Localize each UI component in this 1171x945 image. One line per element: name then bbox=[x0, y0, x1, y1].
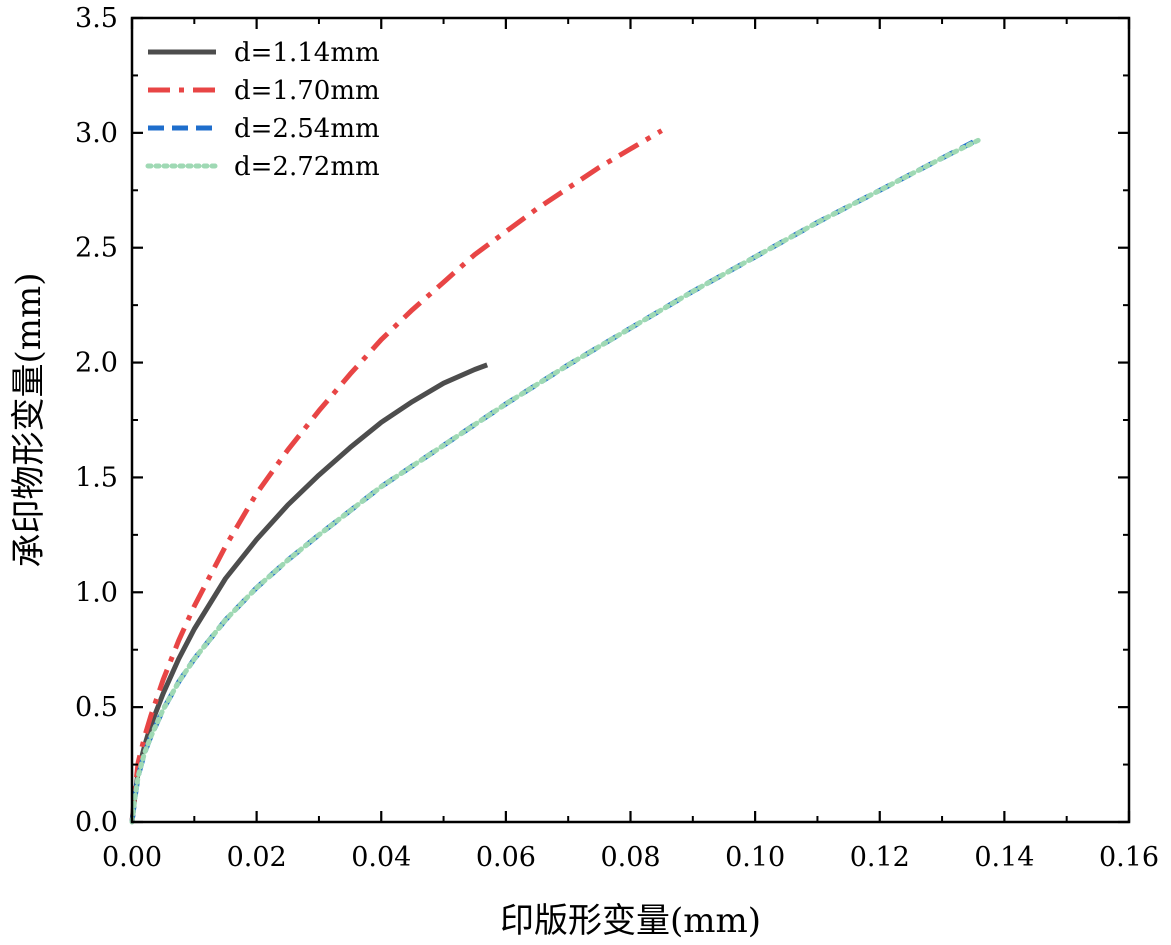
y-tick-label: 1.0 bbox=[75, 577, 118, 608]
series-line-2 bbox=[129, 128, 663, 823]
x-tick-label: 0.08 bbox=[600, 842, 660, 873]
legend: d=1.14mm d=1.70mm d=2.54mm d=2.72mm bbox=[145, 38, 380, 182]
legend-label-4: d=2.72mm bbox=[234, 152, 380, 182]
series-line-3 bbox=[129, 139, 975, 823]
x-tick-label: 0.16 bbox=[1099, 842, 1159, 873]
y-tick-label: 0.5 bbox=[75, 692, 118, 723]
x-tick-label: 0.10 bbox=[725, 842, 785, 873]
series-layer bbox=[129, 128, 982, 825]
ticks-layer: 0.00 0.02 0.04 0.06 0.08 0.10 0.12 0.14 0.16 0.0 0… bbox=[75, 3, 1159, 873]
x-tick-label: 0.00 bbox=[102, 842, 162, 873]
x-axis-label: 印版形变量(mm) bbox=[500, 901, 761, 941]
x-tick-label: 0.06 bbox=[476, 842, 536, 873]
series-line-1 bbox=[129, 362, 489, 823]
y-tick-label: 2.0 bbox=[75, 348, 118, 379]
y-tick-label: 3.5 bbox=[75, 3, 118, 34]
legend-label-3: d=2.54mm bbox=[234, 114, 380, 144]
x-tick-label: 0.12 bbox=[850, 842, 910, 873]
legend-label-1: d=1.14mm bbox=[234, 38, 380, 68]
x-tick-label: 0.14 bbox=[974, 842, 1034, 873]
y-axis-label: 承印物形变量(mm) bbox=[9, 272, 49, 567]
y-tick-label: 1.5 bbox=[75, 462, 118, 493]
y-tick-label: 2.5 bbox=[75, 233, 118, 264]
y-tick-label: 3.0 bbox=[75, 118, 118, 149]
x-tick-label: 0.04 bbox=[351, 842, 411, 873]
series-line-4 bbox=[129, 137, 982, 825]
x-tick-label: 0.02 bbox=[227, 842, 287, 873]
y-tick-label: 0.0 bbox=[75, 807, 118, 838]
legend-label-2: d=1.70mm bbox=[234, 76, 380, 106]
